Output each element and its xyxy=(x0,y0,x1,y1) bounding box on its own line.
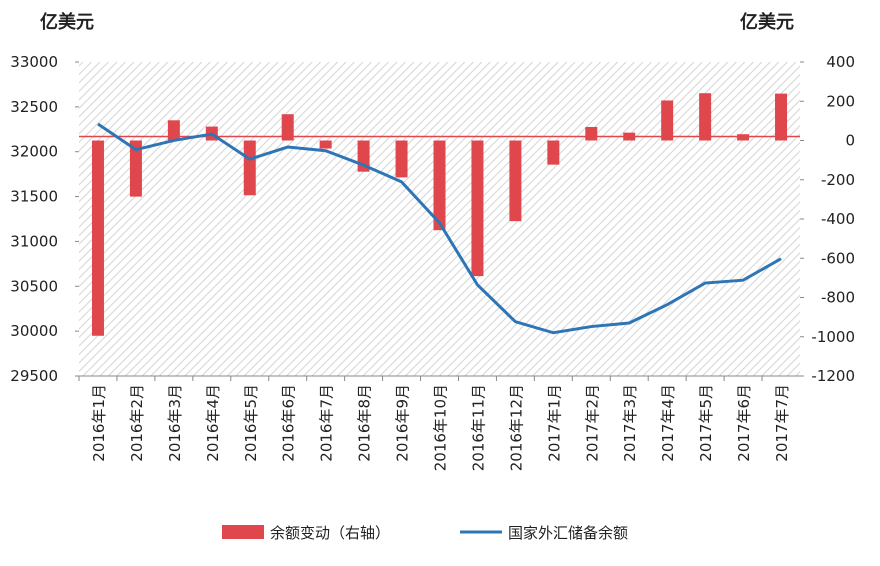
x-tick-label: 2016年1月 xyxy=(90,384,108,462)
x-tick-label: 2016年3月 xyxy=(166,384,184,462)
x-tick-label: 2017年6月 xyxy=(735,384,753,462)
bar xyxy=(281,114,294,141)
bar xyxy=(395,140,408,178)
y2-tick-label: 0 xyxy=(845,132,855,150)
y2-tick-label: -400 xyxy=(821,210,855,228)
y2-tick-label: -600 xyxy=(821,249,855,267)
bar xyxy=(775,93,788,141)
x-tick-label: 2016年12月 xyxy=(507,384,525,471)
y-tick-label: 30500 xyxy=(10,277,58,295)
bar xyxy=(91,140,104,336)
bar xyxy=(433,140,446,231)
bar xyxy=(509,140,522,222)
bar xyxy=(737,134,750,141)
bar xyxy=(623,132,636,141)
bar xyxy=(319,140,332,149)
x-tick-label: 2016年4月 xyxy=(204,384,222,462)
x-tick-label: 2016年8月 xyxy=(356,384,374,462)
legend-label: 国家外汇储备余额 xyxy=(508,524,628,542)
y2-tick-label: 200 xyxy=(826,92,855,110)
y-tick-label: 31500 xyxy=(10,188,58,206)
y2-tick-label: -200 xyxy=(821,171,855,189)
legend-label: 余额变动（右轴） xyxy=(270,524,390,542)
y2-tick-label: 400 xyxy=(826,53,855,71)
x-tick-label: 2016年10月 xyxy=(432,384,450,471)
line xyxy=(97,122,782,335)
y-tick-label: 30000 xyxy=(10,322,58,340)
legend-swatch xyxy=(222,525,264,539)
bar xyxy=(471,140,484,277)
x-tick-label: 2016年5月 xyxy=(242,384,260,462)
bar xyxy=(243,140,256,196)
y2-tick-label: -800 xyxy=(821,289,855,307)
x-tick-label: 2017年2月 xyxy=(583,384,601,462)
x-tick-label: 2016年2月 xyxy=(128,384,146,462)
x-tick-label: 2016年11月 xyxy=(469,384,487,471)
y-axis-label: 亿美元 xyxy=(40,11,94,33)
x-tick-label: 2017年1月 xyxy=(545,384,563,462)
y-tick-label: 31000 xyxy=(10,232,58,250)
y2-axis-label: 亿美元 xyxy=(740,11,794,33)
bar xyxy=(585,126,598,141)
x-tick-label: 2017年3月 xyxy=(621,384,639,462)
x-tick-label: 2016年7月 xyxy=(318,384,336,462)
y-tick-label: 33000 xyxy=(10,53,58,71)
y-tick-label: 32000 xyxy=(10,143,58,161)
x-tick-label: 2017年4月 xyxy=(659,384,677,462)
y-tick-label: 29500 xyxy=(10,367,58,385)
y2-tick-label: -1200 xyxy=(811,367,855,385)
bar xyxy=(547,140,560,165)
x-tick-label: 2016年9月 xyxy=(394,384,412,462)
bar xyxy=(661,100,674,141)
x-tick-label: 2017年5月 xyxy=(697,384,715,462)
x-tick-label: 2017年7月 xyxy=(773,384,791,462)
y-tick-label: 32500 xyxy=(10,98,58,116)
bar xyxy=(167,120,180,141)
bar xyxy=(699,93,712,141)
y2-tick-label: -1000 xyxy=(811,328,855,346)
x-tick-label: 2016年6月 xyxy=(280,384,298,462)
bar xyxy=(129,140,142,197)
